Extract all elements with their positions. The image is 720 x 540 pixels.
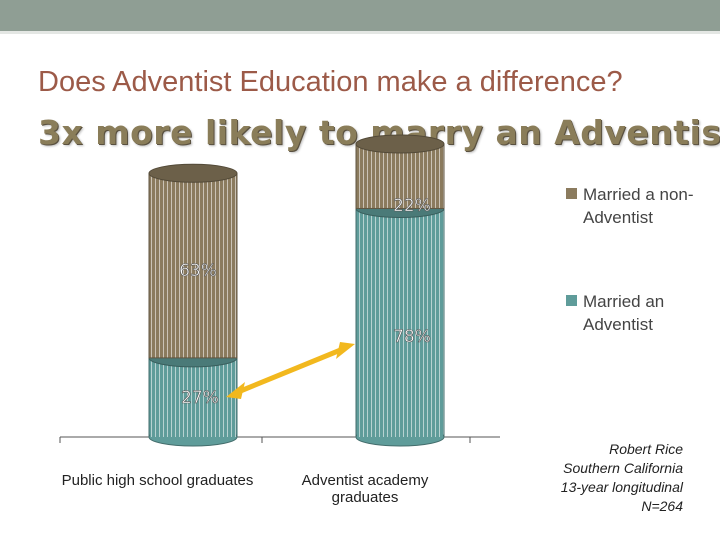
source-study: 13-year longitudinal	[560, 479, 683, 495]
slide-title: Does Adventist Education make a differen…	[38, 66, 623, 98]
data-label-22: 22%	[393, 196, 431, 216]
legend-label-adventist: Married an Adventist	[583, 292, 665, 334]
data-label-27: 27%	[181, 388, 219, 408]
cylinder-public-non-adventist-cap	[148, 163, 238, 183]
source-author: Robert Rice	[609, 441, 683, 457]
source-location: Southern California	[563, 460, 683, 476]
source-note: Robert Rice Southern California 13-year …	[530, 440, 683, 516]
legend-swatch-adventist	[566, 295, 577, 306]
top-banner	[0, 0, 720, 31]
cylinder-adventist-non-adventist-cap	[355, 134, 445, 154]
cylinder-public-non-adventist-segment	[148, 172, 238, 359]
top-banner-divider	[0, 31, 720, 34]
comparison-arrow-head-right	[336, 342, 355, 359]
comparison-arrow-shaft	[237, 346, 344, 395]
category-label-adventist: Adventist academy graduates	[301, 472, 429, 506]
cylinder-public-base-fill	[150, 427, 236, 437]
data-label-63: 63%	[179, 261, 217, 281]
legend-swatch-non-adventist	[566, 188, 577, 199]
category-label-public: Public high school graduates	[61, 472, 254, 489]
cylinder-adventist-base-fill	[357, 427, 443, 437]
legend-label-non-adventist: Married a non-Adventist	[583, 185, 694, 227]
data-label-78: 78%	[393, 327, 431, 347]
comparison-arrow-head-left	[226, 382, 245, 399]
cylinder-adventist-adventist-segment	[355, 207, 445, 438]
source-sample-size: N=264	[641, 498, 683, 514]
